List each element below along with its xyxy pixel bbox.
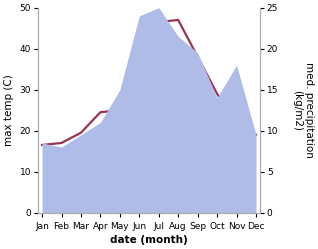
- X-axis label: date (month): date (month): [110, 235, 188, 245]
- Y-axis label: med. precipitation
(kg/m2): med. precipitation (kg/m2): [292, 62, 314, 158]
- Y-axis label: max temp (C): max temp (C): [4, 74, 14, 146]
